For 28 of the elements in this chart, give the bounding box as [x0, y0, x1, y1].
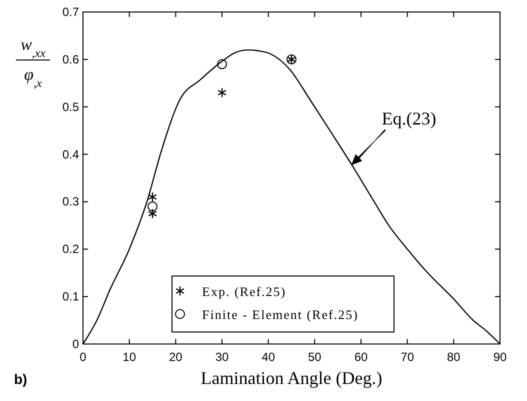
point: [148, 201, 158, 212]
x-tick-label: 80: [446, 350, 461, 364]
point: [217, 59, 227, 70]
x-tick-label: 30: [215, 350, 229, 364]
y-tick-label: 0.7: [62, 5, 80, 19]
x-tick-label: 60: [354, 350, 368, 364]
y-axis-title: w$_{,xx}$ φ$_{,x}$: [20, 35, 46, 90]
x-tick-label: 70: [400, 350, 414, 364]
y-tick-label: 0.1: [62, 290, 80, 304]
y-tick-label: 0.2: [62, 242, 80, 256]
x-tick-label: 20: [168, 350, 183, 364]
x-tick-label: 90: [493, 350, 507, 364]
y-tick-label: 0.3: [62, 194, 80, 209]
x-tick-label: 40: [262, 350, 276, 364]
legend-label: Exp. (Ref.25): [202, 284, 286, 299]
y-tick-label: 0.6: [62, 52, 80, 66]
legend-label: Finite - Element (Ref.25): [202, 307, 358, 322]
y-tick-label: 0.4: [62, 147, 80, 162]
point: [148, 192, 157, 202]
y-tick-label: 0: [72, 337, 80, 351]
x-tick-label: 50: [308, 350, 322, 364]
x-axis-title: Lamination Angle (Deg.): [200, 368, 382, 388]
y-tick-label: 0.5: [62, 100, 80, 114]
point: [218, 88, 226, 98]
text: b): [14, 371, 28, 387]
x-tick-label: 10: [122, 350, 136, 364]
point: [148, 208, 157, 219]
annotation: Eq.(23): [382, 108, 436, 129]
